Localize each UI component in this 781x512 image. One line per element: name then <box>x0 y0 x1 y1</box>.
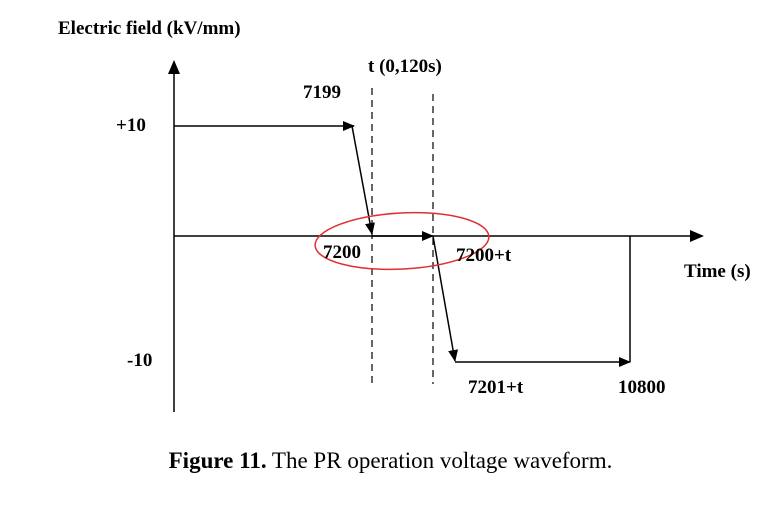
y-axis-label: Electric field (kV/mm) <box>58 18 241 39</box>
time-label-7200: 7200 <box>323 242 361 263</box>
level-neg-label: -10 <box>127 350 152 371</box>
caption-text: The PR operation voltage waveform. <box>266 448 613 473</box>
highlight-ellipse <box>314 211 490 271</box>
x-axis-label: Time (s) <box>684 261 751 282</box>
time-label-7200t: 7200+t <box>456 245 512 266</box>
time-label-7199: 7199 <box>303 82 341 103</box>
caption-prefix: Figure 11. <box>168 448 267 473</box>
interval-label: t (0,120s) <box>368 56 442 77</box>
waveform-diagram: Electric field (kV/mm) Time (s) t (0,120… <box>58 18 751 412</box>
time-label-7201t: 7201+t <box>468 377 524 398</box>
time-label-10800: 10800 <box>618 377 666 398</box>
segment-ramp-down-to-negative <box>432 235 459 362</box>
figure-caption: Figure 11. The PR operation voltage wave… <box>0 448 781 474</box>
level-pos-label: +10 <box>116 115 146 136</box>
